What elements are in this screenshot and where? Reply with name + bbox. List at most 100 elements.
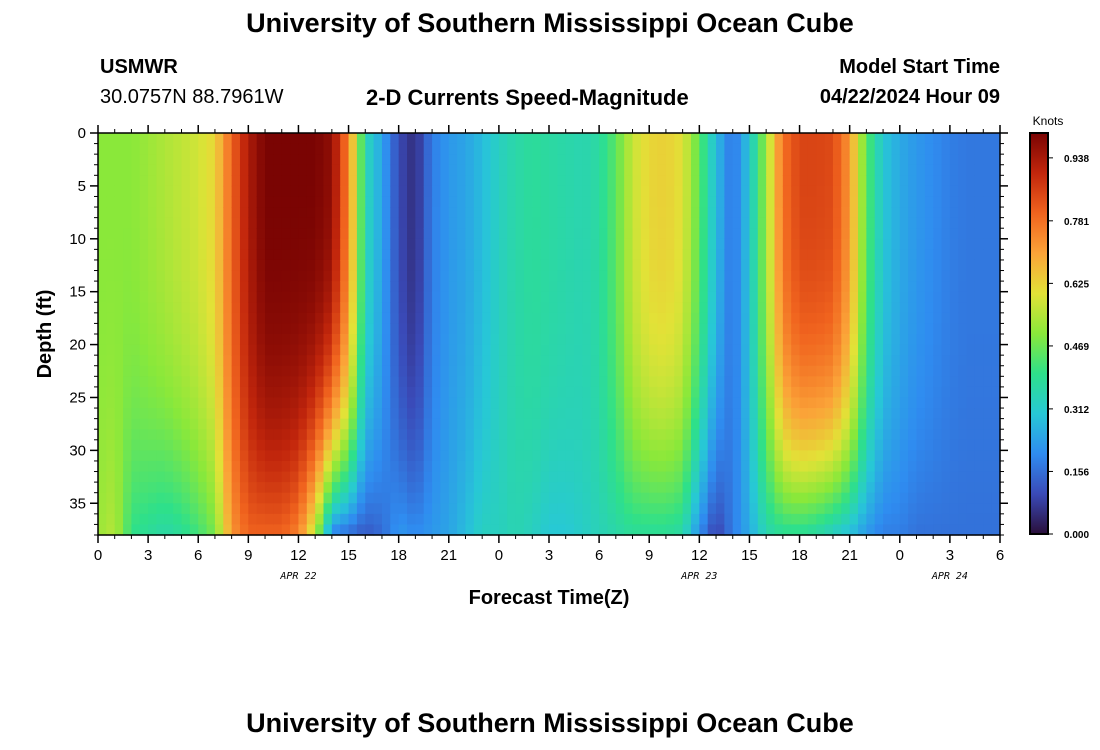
heatmap-cell <box>933 450 943 462</box>
heatmap-cell <box>173 460 183 473</box>
heatmap-cell <box>306 291 316 303</box>
heatmap-cell <box>883 524 893 536</box>
heatmap-cell <box>908 397 918 409</box>
heatmap-cell <box>832 503 842 515</box>
heatmap-cell <box>356 323 366 335</box>
heatmap-cell <box>281 355 291 367</box>
heatmap-cell <box>432 513 442 526</box>
heatmap-cell <box>398 217 408 229</box>
heatmap-cell <box>490 270 500 282</box>
heatmap-cell <box>858 270 867 282</box>
heatmap-cell <box>782 492 792 504</box>
heatmap-cell <box>716 450 725 462</box>
heatmap-cell <box>532 196 542 208</box>
heatmap-cell <box>615 450 625 462</box>
heatmap-cell <box>265 334 274 346</box>
heatmap-cell <box>774 386 784 399</box>
heatmap-cell <box>649 164 659 176</box>
heatmap-cell <box>482 238 492 250</box>
heatmap-cell <box>799 460 809 473</box>
heatmap-cell <box>699 376 709 388</box>
heatmap-cell <box>866 397 876 409</box>
heatmap-cell <box>933 270 943 282</box>
heatmap-cell <box>248 408 258 420</box>
heatmap-cell <box>657 154 667 166</box>
heatmap-cell <box>448 418 458 430</box>
heatmap-cell <box>131 312 141 325</box>
heatmap-cell <box>565 302 575 314</box>
heatmap-cell <box>290 429 300 441</box>
heatmap-cell <box>766 450 776 462</box>
heatmap-cell <box>214 450 224 462</box>
heatmap-cell <box>98 207 107 219</box>
heatmap-cell <box>239 386 249 399</box>
heatmap-cell <box>933 471 943 483</box>
heatmap-cell <box>832 376 842 388</box>
heatmap-cell <box>899 460 909 473</box>
heatmap-cell <box>983 207 993 219</box>
heatmap-cell <box>632 312 642 325</box>
heatmap-cell <box>398 418 408 430</box>
heatmap-cell <box>941 228 951 240</box>
heatmap-cell <box>949 513 959 526</box>
heatmap-cell <box>231 196 241 208</box>
heatmap-cell <box>290 344 300 356</box>
heatmap-cell <box>665 471 675 483</box>
heatmap-cell <box>816 175 826 187</box>
heatmap-cell <box>590 386 600 399</box>
heatmap-cell <box>699 270 709 282</box>
heatmap-cell <box>181 259 191 272</box>
heatmap-cell <box>340 281 350 293</box>
heatmap-cell <box>98 450 107 462</box>
heatmap-cell <box>523 164 533 176</box>
heatmap-cell <box>924 513 934 526</box>
heatmap-cell <box>933 175 943 187</box>
heatmap-cell <box>532 164 542 176</box>
heatmap-cell <box>949 270 959 282</box>
heatmap-cell <box>941 460 951 473</box>
heatmap-cell <box>757 164 767 176</box>
heatmap-cell <box>340 133 350 145</box>
heatmap-cell <box>782 460 792 473</box>
heatmap-cell <box>131 429 141 441</box>
heatmap-cell <box>198 281 208 293</box>
heatmap-cell <box>866 207 876 219</box>
heatmap-cell <box>482 259 492 272</box>
heatmap-cell <box>599 429 609 441</box>
heatmap-cell <box>231 492 241 504</box>
heatmap-cell <box>682 439 692 451</box>
heatmap-cell <box>824 175 834 187</box>
heatmap-cell <box>682 175 692 187</box>
heatmap-cell <box>540 492 550 504</box>
heatmap-cell <box>381 376 391 388</box>
heatmap-cell <box>590 143 600 155</box>
heatmap-cell <box>131 217 141 229</box>
heatmap-cell <box>114 281 124 293</box>
heatmap-cell <box>574 429 584 441</box>
heatmap-cell <box>565 217 575 229</box>
heatmap-cell <box>365 133 375 145</box>
heatmap-cell <box>306 228 316 240</box>
heatmap-cell <box>858 355 867 367</box>
heatmap-cell <box>607 291 617 303</box>
heatmap-cell <box>774 513 784 526</box>
heatmap-cell <box>941 429 951 441</box>
heatmap-cell <box>899 397 909 409</box>
heatmap-cell <box>866 503 876 515</box>
heatmap-cell <box>365 492 375 504</box>
heatmap-cell <box>590 397 600 409</box>
heatmap-cell <box>181 302 191 314</box>
heatmap-cell <box>106 259 116 272</box>
heatmap-cell <box>632 302 642 314</box>
heatmap-cell <box>306 376 316 388</box>
heatmap-cell <box>189 334 199 346</box>
heatmap-cell <box>432 408 442 420</box>
heatmap-cell <box>983 196 993 208</box>
heatmap-cell <box>607 281 617 293</box>
heatmap-cell <box>356 482 366 494</box>
heatmap-cell <box>707 323 717 335</box>
heatmap-cell <box>749 386 759 399</box>
heatmap-cell <box>866 355 876 367</box>
heatmap-cell <box>156 334 166 346</box>
heatmap-cell <box>239 524 249 536</box>
